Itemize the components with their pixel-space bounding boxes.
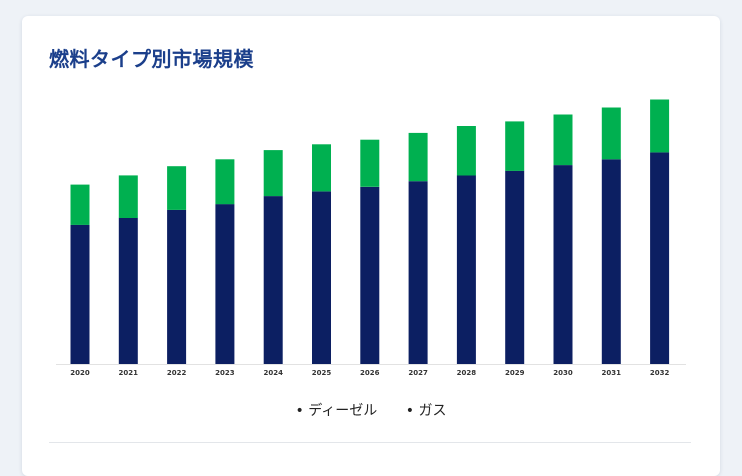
divider [49,442,691,443]
bar-gas-2020 [70,184,90,225]
legend-item-diesel: • ディーゼル [296,400,378,420]
bar-diesel-2020 [70,224,90,364]
x-tick-label: 2030 [553,369,573,377]
bar-gas-2021 [118,175,138,218]
legend-bullet: • [405,403,414,419]
bar-diesel-2029 [505,170,525,364]
bar-gas-2026 [360,139,380,187]
bar-gas-2024 [263,150,283,197]
legend-bullet: • [295,403,304,419]
x-tick-label: 2025 [312,369,332,377]
bar-gas-2031 [601,107,621,160]
bar-gas-2032 [650,99,670,153]
legend-label-gas: ガス [418,403,447,419]
x-tick-label: 2022 [167,369,187,377]
x-tick-label: 2020 [70,369,90,377]
x-tick-label: 2026 [360,369,380,377]
bar-diesel-2022 [167,209,187,364]
chart-card: 燃料タイプ別市場規模 2020 2021 2022 2023 2024 2025 2026 2… [22,16,720,476]
bar-diesel-2028 [456,175,476,364]
bar-gas-2028 [456,126,476,176]
bar-gas-2025 [312,144,331,192]
legend-label-diesel: ディーゼル [308,403,378,419]
chart-title: 燃料タイプ別市場規模 [49,47,254,71]
x-tick-label: 2028 [457,369,477,377]
bar-diesel-2024 [263,196,283,364]
bar-gas-2027 [408,132,428,182]
bar-gas-2030 [553,114,573,166]
bar-diesel-2026 [360,186,380,364]
bar-diesel-2021 [118,217,138,364]
bar-diesel-2027 [408,181,428,364]
bar-diesel-2023 [215,204,235,364]
x-tick-label: 2021 [119,369,139,377]
bar-gas-2023 [215,159,235,205]
x-tick-label: 2023 [215,369,235,377]
bar-diesel-2031 [601,159,621,364]
x-tick-label: 2024 [263,369,283,377]
chart-legend: • ディーゼル • ガス [22,400,720,420]
x-tick-label: 2027 [408,369,428,377]
bar-diesel-2032 [650,152,670,364]
bar-gas-2029 [505,121,525,171]
bar-gas-2022 [167,166,187,210]
bar-diesel-2030 [553,165,573,364]
bar-diesel-2025 [312,191,331,364]
x-tick-label: 2029 [505,369,525,377]
stacked-bar-chart: 2020 2021 2022 2023 2024 2025 2026 2027 2028 2029… [56,99,686,377]
x-tick-label: 2032 [650,369,670,377]
legend-item-gas: • ガス [406,400,447,420]
x-tick-label: 2031 [602,369,622,377]
